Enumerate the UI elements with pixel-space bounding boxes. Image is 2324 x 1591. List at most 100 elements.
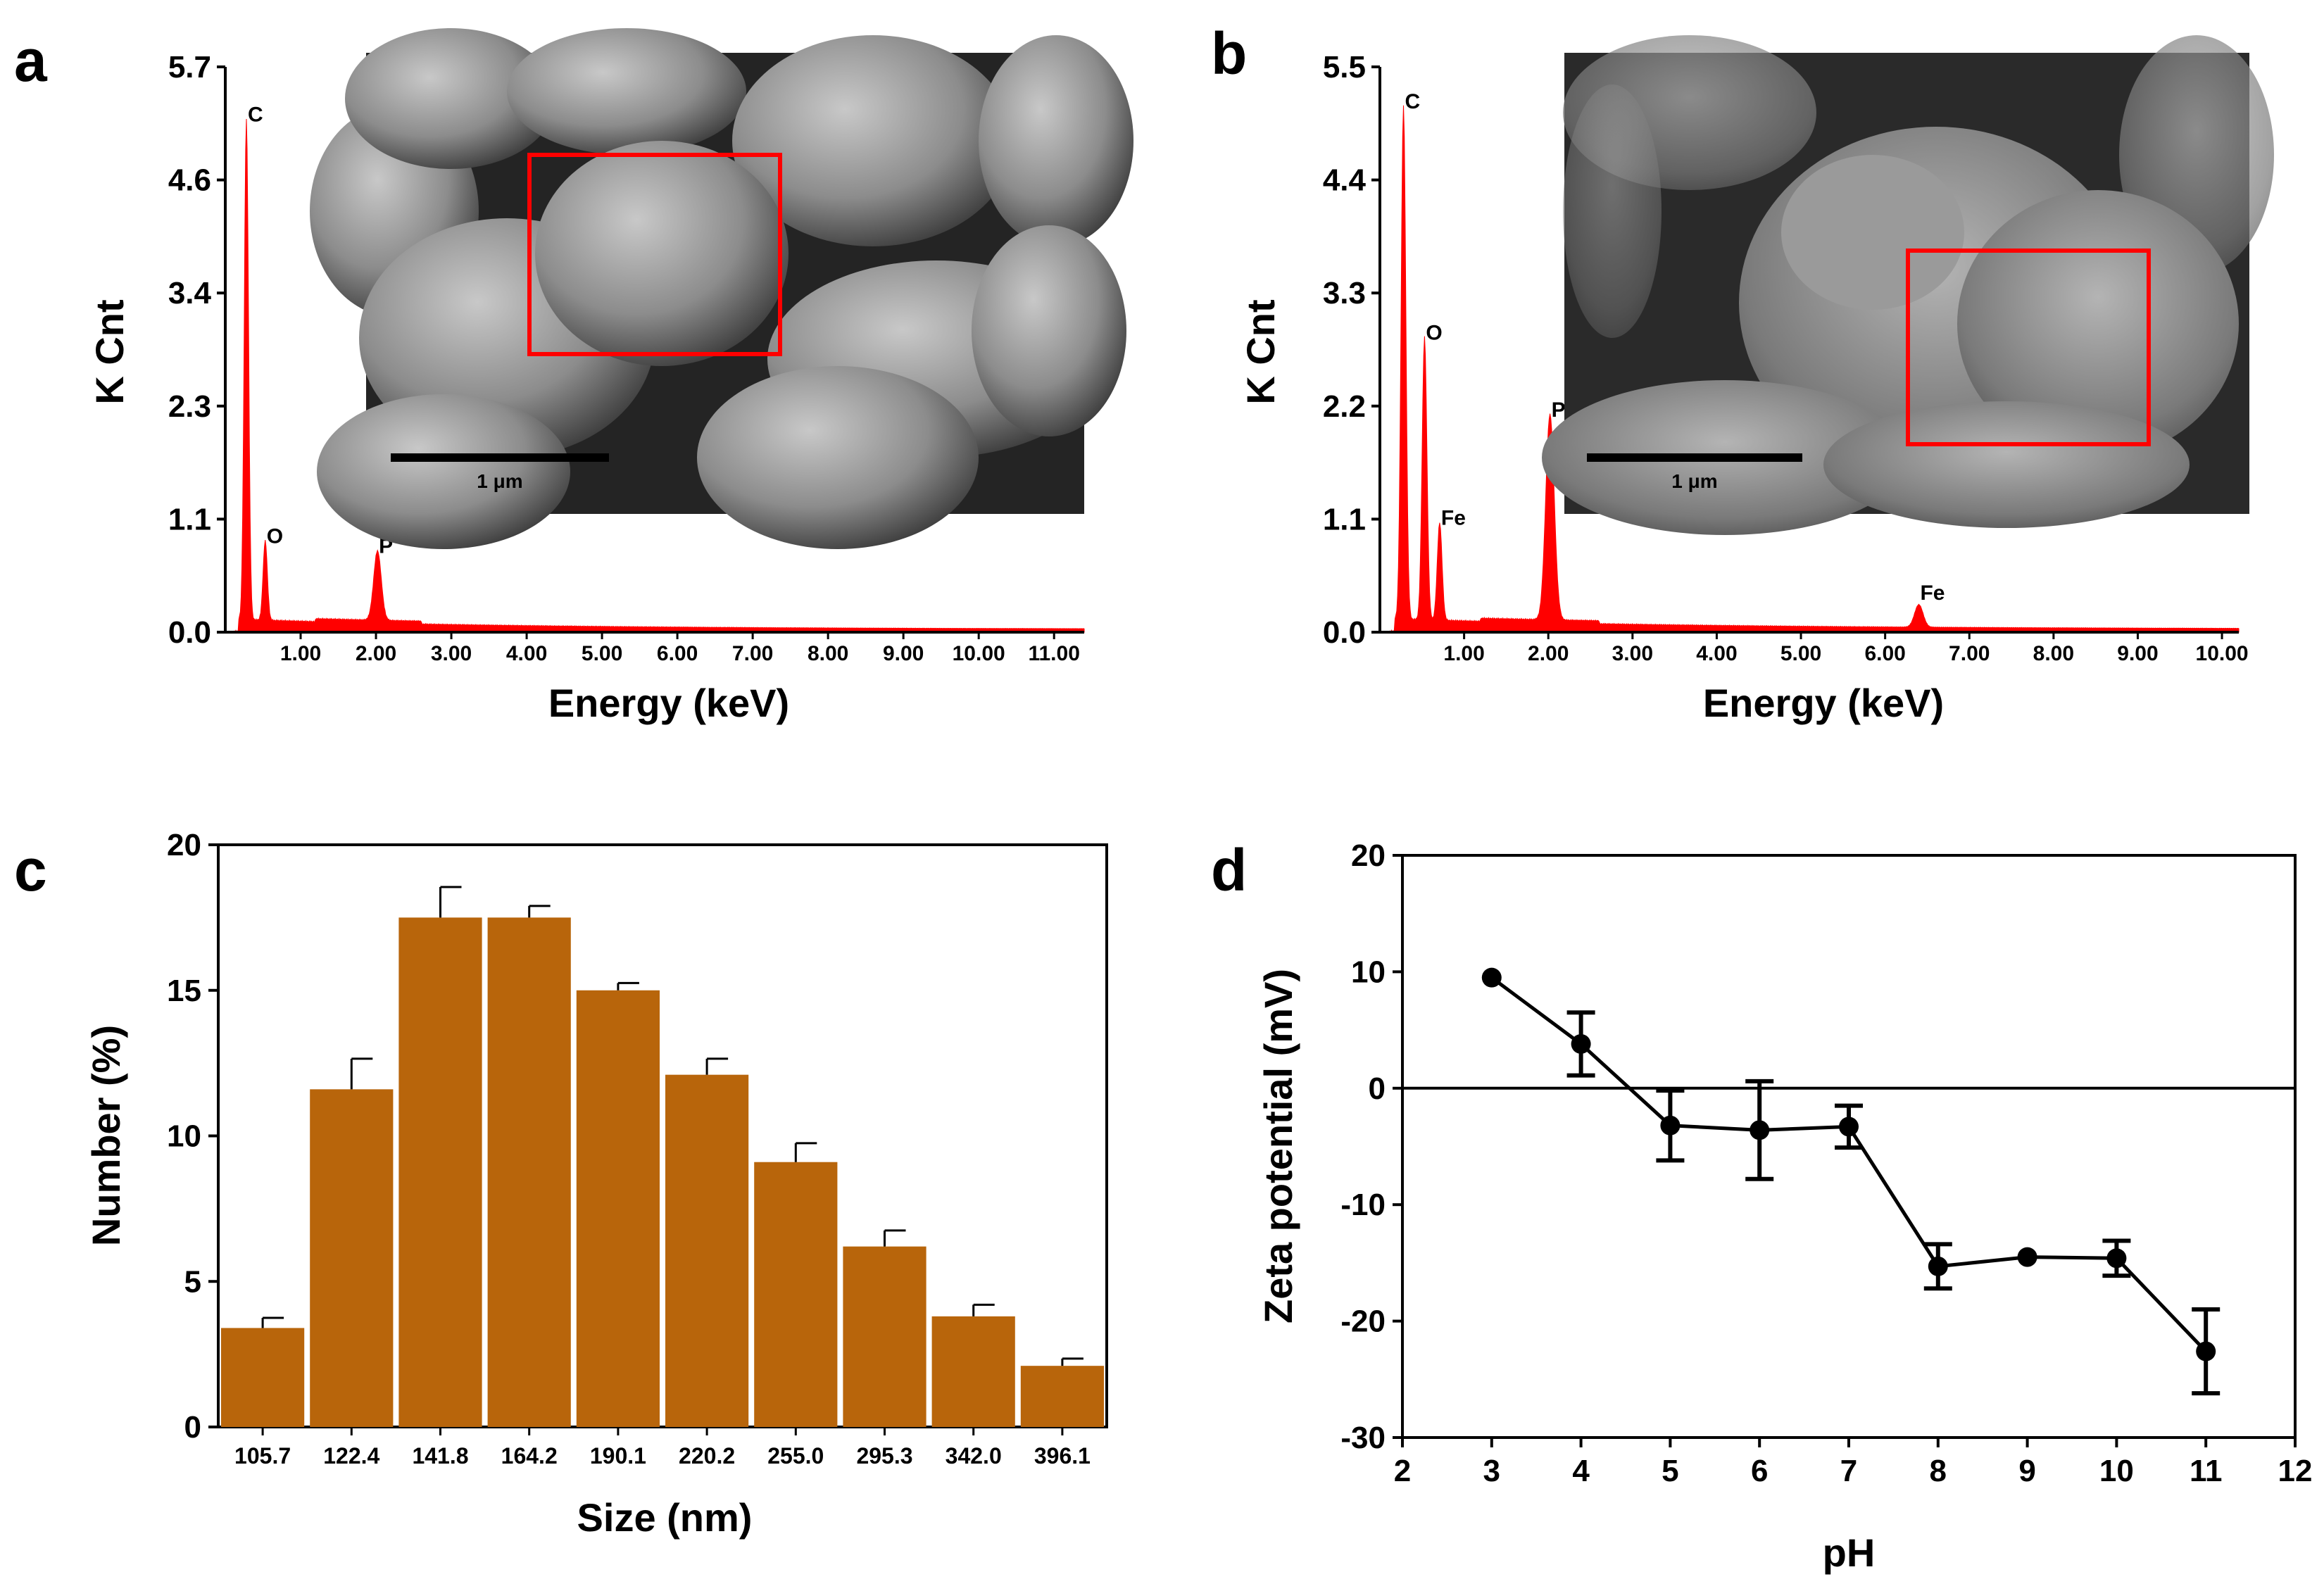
- y-ticks-a: 0.0 1.1 2.3 3.4 4.6 5.7: [168, 50, 225, 650]
- y-tick-label-b: 5.5: [1323, 50, 1366, 84]
- x-tick-label-d: 4: [1572, 1454, 1590, 1488]
- x-axis-title-a: Energy (keV): [548, 681, 789, 725]
- y-tick-label-a: 1.1: [168, 502, 211, 536]
- x-tick-label-c: 342.0: [946, 1443, 1002, 1469]
- x-tick-label-c: 396.1: [1034, 1443, 1091, 1469]
- scale-bar-a: [391, 453, 609, 462]
- x-tick-label-b: 9.00: [2117, 642, 2158, 665]
- data-point: [2106, 1248, 2127, 1269]
- x-tick-label-c: 141.8: [412, 1443, 468, 1469]
- zeta-potential-chart: -30 -20 -10 0 10 20 2 3 4 5 6 7 8 9 10 11 12 pH Zeta po…: [1256, 838, 2312, 1575]
- x-axis-title-c: Size (nm): [577, 1495, 753, 1540]
- peak-labels-b: C O Fe P Fe: [1405, 90, 1945, 605]
- x-tick-label-c: 295.3: [856, 1443, 912, 1469]
- y-tick-label-d: 10: [1351, 955, 1386, 989]
- y-tick-label-a: 2.3: [168, 389, 211, 424]
- selection-box-a: [527, 153, 782, 356]
- x-tick-label-c: 122.4: [323, 1443, 379, 1469]
- y-tick-label-d: -20: [1340, 1304, 1386, 1339]
- data-point: [2196, 1341, 2216, 1362]
- x-tick-label-d: 5: [1662, 1454, 1678, 1488]
- y-tick-label-c: 0: [184, 1410, 201, 1445]
- y-tick-label-c: 10: [167, 1119, 201, 1154]
- y-tick-label-c: 5: [184, 1264, 201, 1299]
- x-tick-label-d: 6: [1751, 1454, 1768, 1488]
- x-tick-label-a: 1.00: [280, 642, 321, 665]
- y-axis-title-c: Number (%): [84, 1025, 128, 1246]
- x-tick-label-a: 11.00: [1028, 642, 1079, 665]
- sem-grains-a: [310, 28, 1133, 549]
- data-point: [1481, 967, 1502, 988]
- data-point: [1750, 1120, 1770, 1140]
- y-tick-label-d: 0: [1369, 1071, 1386, 1106]
- x-tick-label-c: 190.1: [590, 1443, 646, 1469]
- zeta-series: [1402, 967, 2295, 1396]
- peak-label-b: Fe: [1441, 506, 1466, 529]
- x-tick-label-d: 7: [1840, 1454, 1857, 1488]
- x-tick-label-d: 12: [2278, 1454, 2313, 1488]
- y-ticks-d: -30 -20 -10 0 10 20: [1340, 838, 1402, 1455]
- x-tick-label-c: 255.0: [767, 1443, 824, 1469]
- y-tick-label-c: 20: [167, 828, 201, 862]
- peak-label-a: C: [248, 103, 263, 127]
- x-tick-label-a: 5.00: [582, 642, 622, 665]
- data-point: [1660, 1115, 1681, 1136]
- bar: [1020, 1366, 1104, 1427]
- bar: [310, 1089, 394, 1427]
- x-ticks-b: 1.00 2.00 3.00 4.00 5.00 6.00 7.00 8.00 9.00 10.0…: [1443, 632, 2249, 665]
- x-tick-label-c: 164.2: [501, 1443, 558, 1469]
- x-tick-label-d: 2: [1394, 1454, 1411, 1488]
- x-tick-label-a: 6.00: [657, 642, 698, 665]
- panel-label-b: b: [1211, 20, 1247, 87]
- sem-inset-b: 1 μm: [1542, 35, 2274, 535]
- x-ticks-c: 105.7 122.4 141.8 164.2 190.1 220.2 255.0 295.3…: [234, 1427, 1091, 1469]
- x-tick-label-c: 220.2: [679, 1443, 735, 1469]
- y-tick-label-c: 15: [167, 974, 201, 1008]
- x-tick-label-b: 4.00: [1696, 642, 1737, 665]
- x-tick-label-d: 10: [2099, 1454, 2134, 1488]
- x-ticks-a: 1.00 2.00 3.00 4.00 5.00 6.00 7.00 8.00 9.00 10.0…: [280, 632, 1080, 665]
- scale-bar-label-a: 1 μm: [477, 470, 522, 492]
- y-tick-label-d: -30: [1340, 1421, 1386, 1455]
- y-tick-label-d: -10: [1340, 1188, 1386, 1222]
- peak-label-b: Fe: [1920, 581, 1945, 605]
- y-tick-label-b: 1.1: [1323, 502, 1366, 536]
- x-tick-label-a: 2.00: [356, 642, 396, 665]
- x-tick-label-a: 7.00: [732, 642, 773, 665]
- peak-label-b: O: [1426, 322, 1442, 345]
- x-tick-label-a: 3.00: [431, 642, 472, 665]
- y-ticks-b: 0.0 1.1 2.2 3.3 4.4 5.5: [1323, 50, 1380, 650]
- x-axis-title-b: Energy (keV): [1703, 681, 1944, 725]
- x-tick-label-b: 3.00: [1612, 642, 1653, 665]
- scale-bar-label-b: 1 μm: [1671, 470, 1717, 492]
- spectrum-fill-b: [1389, 105, 2240, 634]
- x-axis-title-d: pH: [1823, 1530, 1876, 1575]
- x-tick-label-b: 8.00: [2033, 642, 2074, 665]
- x-tick-label-a: 8.00: [808, 642, 848, 665]
- x-tick-label-d: 11: [2190, 1454, 2223, 1488]
- y-tick-label-a: 4.6: [168, 163, 211, 198]
- x-tick-label-c: 105.7: [234, 1443, 291, 1469]
- y-axis-title-d: Zeta potential (mV): [1256, 969, 1300, 1323]
- eds-spectrum-b: 0.0 1.1 2.2 3.3 4.4 5.5 1.00 2.00 3.00 4.00 5.00 6…: [1238, 35, 2274, 725]
- x-tick-label-b: 10.00: [2196, 642, 2249, 665]
- bar: [576, 990, 660, 1427]
- bar: [221, 1328, 305, 1427]
- scale-bar-b: [1587, 453, 1802, 462]
- y-axis-title-a: K Cnt: [87, 299, 132, 404]
- data-point: [2017, 1247, 2037, 1267]
- peak-label-a: O: [267, 524, 283, 548]
- x-ticks-d: 2 3 4 5 6 7 8 9 10 11 12: [1394, 1438, 2313, 1488]
- y-tick-label-b: 4.4: [1323, 163, 1367, 198]
- x-tick-label-b: 6.00: [1864, 642, 1905, 665]
- peak-label-b: C: [1405, 90, 1420, 113]
- x-tick-label-b: 5.00: [1780, 642, 1821, 665]
- sem-inset-a: 1 μm: [310, 28, 1133, 549]
- panel-label-a: a: [14, 27, 48, 94]
- panel-label-c: c: [14, 837, 47, 903]
- sem-clumps-b: [1542, 35, 2274, 535]
- eds-spectrum-a: 0.0 1.1 2.3 3.4 4.6 5.7 1.00 2.00 3.00 4.00 5.00 6…: [87, 28, 1133, 725]
- bar: [398, 917, 482, 1427]
- x-tick-label-d: 9: [2018, 1454, 2035, 1488]
- x-tick-label-a: 4.00: [506, 642, 547, 665]
